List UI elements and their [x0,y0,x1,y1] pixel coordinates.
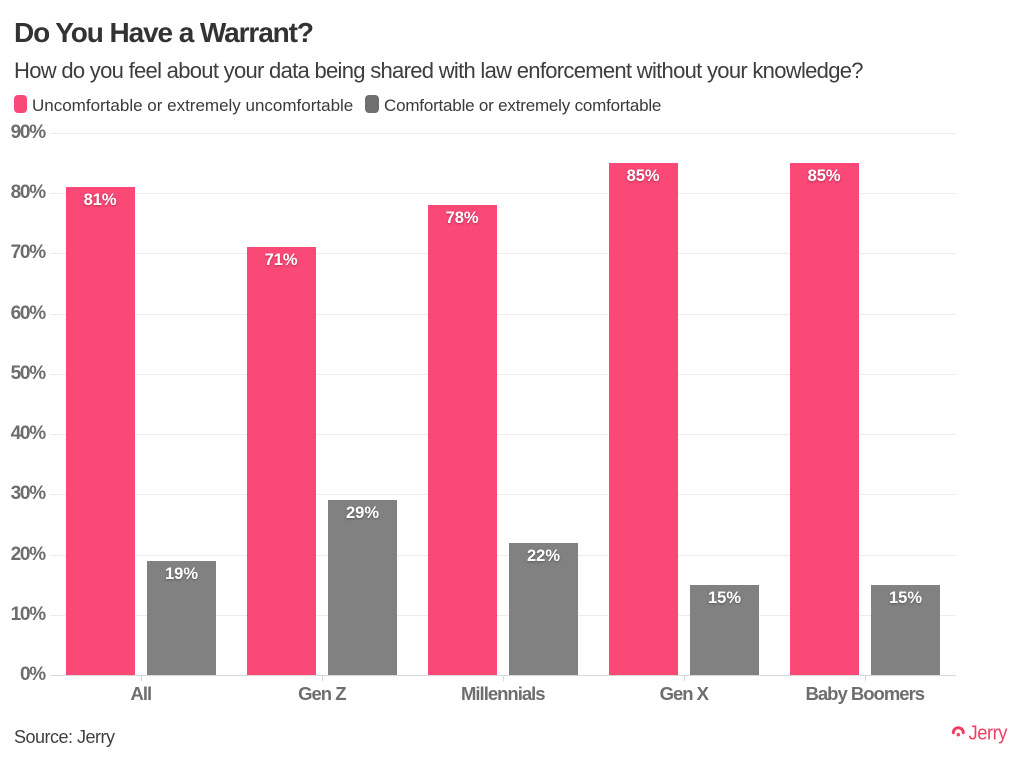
svg-text:Jerry: Jerry [969,723,1008,745]
